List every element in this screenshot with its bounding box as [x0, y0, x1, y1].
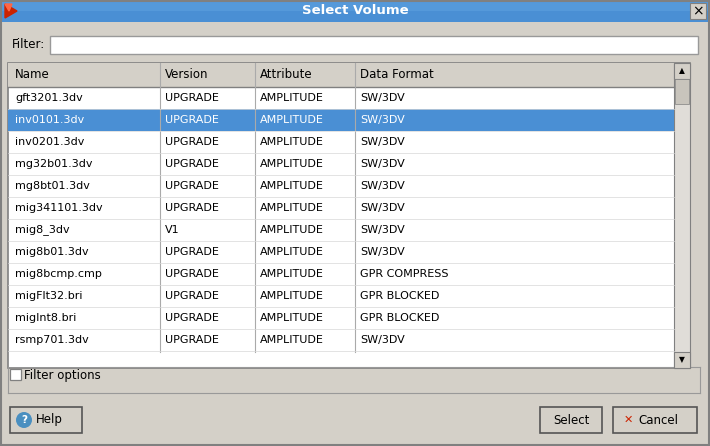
Text: mig341101.3dv: mig341101.3dv [15, 203, 103, 213]
Text: SW/3DV: SW/3DV [360, 159, 405, 169]
Text: inv0101.3dv: inv0101.3dv [15, 115, 84, 125]
Bar [8, 109, 674, 131]
Bar [674, 63, 690, 368]
Text: UPGRADE: UPGRADE [165, 335, 219, 345]
Text: Attribute: Attribute [260, 69, 312, 82]
Text: mg8bt01.3dv: mg8bt01.3dv [15, 181, 90, 191]
Text: UPGRADE: UPGRADE [165, 269, 219, 279]
Text: UPGRADE: UPGRADE [165, 181, 219, 191]
Text: Cancel: Cancel [638, 413, 678, 426]
Bar [540, 407, 602, 433]
Bar [10, 369, 21, 380]
Bar [675, 79, 689, 104]
Text: UPGRADE: UPGRADE [165, 159, 219, 169]
Text: Select Volume: Select Volume [302, 4, 408, 17]
Text: UPGRADE: UPGRADE [165, 247, 219, 257]
Text: AMPLITUDE: AMPLITUDE [260, 159, 324, 169]
Text: V1: V1 [165, 225, 180, 235]
Text: mig8b01.3dv: mig8b01.3dv [15, 247, 89, 257]
Text: mig8bcmp.cmp: mig8bcmp.cmp [15, 269, 102, 279]
Text: SW/3DV: SW/3DV [360, 181, 405, 191]
Bar [0, 0, 710, 22]
Bar [50, 36, 698, 54]
Text: SW/3DV: SW/3DV [360, 115, 405, 125]
Text: GPR BLOCKED: GPR BLOCKED [360, 291, 439, 301]
Bar [10, 407, 82, 433]
Text: inv0201.3dv: inv0201.3dv [15, 137, 84, 147]
Text: mg32b01.3dv: mg32b01.3dv [15, 159, 92, 169]
Text: AMPLITUDE: AMPLITUDE [260, 115, 324, 125]
Text: SW/3DV: SW/3DV [360, 247, 405, 257]
Text: SW/3DV: SW/3DV [360, 203, 405, 213]
Text: AMPLITUDE: AMPLITUDE [260, 181, 324, 191]
Text: GPR BLOCKED: GPR BLOCKED [360, 313, 439, 323]
Text: UPGRADE: UPGRADE [165, 291, 219, 301]
Text: AMPLITUDE: AMPLITUDE [260, 247, 324, 257]
Bar [674, 63, 690, 79]
Circle shape [16, 412, 32, 428]
Text: Name: Name [15, 69, 50, 82]
Text: mig8_3dv: mig8_3dv [15, 224, 70, 235]
Bar [674, 352, 690, 368]
Text: Version: Version [165, 69, 209, 82]
Text: ▼: ▼ [679, 355, 685, 364]
Text: AMPLITUDE: AMPLITUDE [260, 291, 324, 301]
Bar [0, 0, 710, 11]
Text: ×: × [692, 4, 704, 18]
Text: gft3201.3dv: gft3201.3dv [15, 93, 83, 103]
Text: AMPLITUDE: AMPLITUDE [260, 335, 324, 345]
Text: SW/3DV: SW/3DV [360, 225, 405, 235]
Text: UPGRADE: UPGRADE [165, 137, 219, 147]
Bar [613, 407, 697, 433]
Text: Filter:: Filter: [12, 38, 45, 51]
Text: SW/3DV: SW/3DV [360, 93, 405, 103]
Text: Filter options: Filter options [24, 368, 101, 381]
Text: AMPLITUDE: AMPLITUDE [260, 93, 324, 103]
Text: UPGRADE: UPGRADE [165, 93, 219, 103]
Text: AMPLITUDE: AMPLITUDE [260, 269, 324, 279]
Text: ✕: ✕ [623, 415, 633, 425]
Text: rsmp701.3dv: rsmp701.3dv [15, 335, 89, 345]
Bar [8, 63, 690, 368]
Text: AMPLITUDE: AMPLITUDE [260, 225, 324, 235]
Bar [690, 3, 706, 19]
Text: UPGRADE: UPGRADE [165, 115, 219, 125]
Text: AMPLITUDE: AMPLITUDE [260, 203, 324, 213]
Text: ▲: ▲ [679, 66, 685, 75]
Text: UPGRADE: UPGRADE [165, 313, 219, 323]
Text: UPGRADE: UPGRADE [165, 203, 219, 213]
Text: SW/3DV: SW/3DV [360, 137, 405, 147]
Text: AMPLITUDE: AMPLITUDE [260, 313, 324, 323]
Text: Data Format: Data Format [360, 69, 434, 82]
Text: migInt8.bri: migInt8.bri [15, 313, 77, 323]
Text: migFlt32.bri: migFlt32.bri [15, 291, 82, 301]
Text: Help: Help [36, 413, 63, 426]
Text: SW/3DV: SW/3DV [360, 335, 405, 345]
Polygon shape [5, 4, 12, 11]
Text: Select: Select [553, 413, 589, 426]
Bar [8, 63, 674, 87]
Polygon shape [5, 4, 17, 18]
Text: ?: ? [21, 415, 27, 425]
Text: GPR COMPRESS: GPR COMPRESS [360, 269, 449, 279]
Text: AMPLITUDE: AMPLITUDE [260, 137, 324, 147]
